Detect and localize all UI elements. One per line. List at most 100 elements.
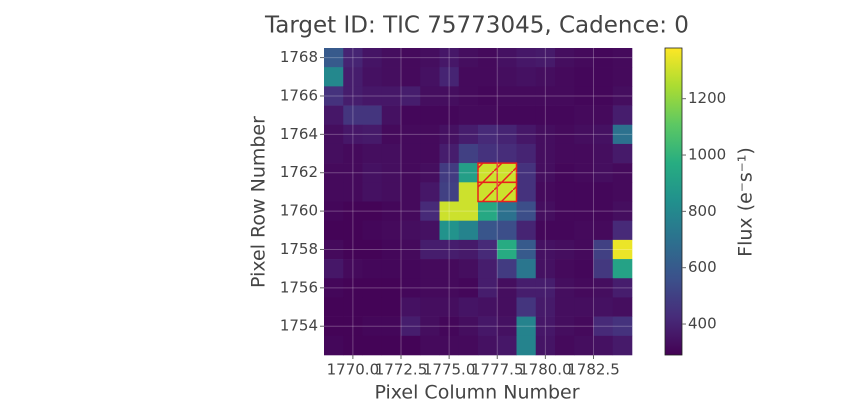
pixel-cell xyxy=(593,86,614,106)
pixel-cell xyxy=(497,297,517,317)
pixel-cell xyxy=(612,86,633,106)
pixel-cell xyxy=(439,201,460,221)
pixel-cell xyxy=(324,105,344,126)
pixel-cell xyxy=(516,67,537,87)
pixel-cell xyxy=(497,48,517,68)
pixel-cell xyxy=(362,259,383,279)
pixel-cell xyxy=(574,335,594,356)
pixel-cell xyxy=(439,48,460,68)
pixel-cell xyxy=(478,67,498,87)
pixel-cell xyxy=(593,259,614,279)
pixel-cell xyxy=(420,48,440,68)
y-tick-label: 1762 xyxy=(280,163,318,181)
pixel-cell xyxy=(535,335,556,356)
pixel-cell xyxy=(497,201,517,221)
pixel-cell xyxy=(535,48,556,68)
pixel-cell xyxy=(324,143,344,164)
pixel-cell xyxy=(458,67,479,87)
pixel-cell xyxy=(343,278,363,298)
pixel-cell xyxy=(478,143,498,164)
pixel-cell xyxy=(420,239,440,260)
pixel-cell xyxy=(420,316,440,337)
pixel-cell xyxy=(555,297,575,317)
pixel-cell xyxy=(497,86,517,106)
pixel-cell xyxy=(381,182,402,202)
aperture-pixel xyxy=(477,181,498,203)
pixel-cell xyxy=(324,163,344,183)
pixel-cell xyxy=(381,316,402,337)
pixel-cell xyxy=(593,239,614,260)
pixel-cell xyxy=(535,182,556,202)
pixel-cell xyxy=(362,316,383,337)
pixel-cell xyxy=(478,105,498,126)
pixel-cell xyxy=(593,67,614,87)
pixel-cell xyxy=(324,316,344,337)
pixel-cell xyxy=(612,48,633,68)
pixel-cell xyxy=(458,316,479,337)
pixel-cell xyxy=(612,239,633,260)
pixel-cell xyxy=(381,335,402,356)
pixel-cell xyxy=(555,182,575,202)
pixel-cell xyxy=(401,259,421,279)
pixel-cell xyxy=(439,163,460,183)
pixel-cell xyxy=(362,124,383,145)
pixel-cell xyxy=(362,335,383,356)
pixel-cell xyxy=(458,163,479,183)
pixel-cell xyxy=(401,201,421,221)
pixel-cell xyxy=(381,201,402,221)
pixel-cell xyxy=(420,163,440,183)
pixel-cell xyxy=(574,124,594,145)
pixel-cell xyxy=(574,48,594,68)
pixel-cell xyxy=(612,163,633,183)
y-tick-label: 1764 xyxy=(280,125,318,143)
pixel-cell xyxy=(381,259,402,279)
pixel-cell xyxy=(458,105,479,126)
pixel-cell xyxy=(324,86,344,106)
pixel-cell xyxy=(612,259,633,279)
y-tick-label: 1766 xyxy=(280,86,318,104)
pixel-cell xyxy=(420,220,440,241)
pixel-cell xyxy=(574,297,594,317)
colorbar-label: Flux (e⁻s⁻¹) xyxy=(735,147,757,257)
pixel-cell xyxy=(401,86,421,106)
pixel-cell xyxy=(497,124,517,145)
pixel-cell xyxy=(593,48,614,68)
pixel-cell xyxy=(574,239,594,260)
pixel-cell xyxy=(343,48,363,68)
pixel-cell xyxy=(612,316,633,337)
pixel-cell xyxy=(535,163,556,183)
y-tick-label: 1768 xyxy=(280,48,318,66)
pixel-cell xyxy=(343,316,363,337)
pixel-cell xyxy=(439,297,460,317)
y-tick-label: 1754 xyxy=(280,317,318,335)
pixel-cell xyxy=(458,220,479,241)
x-tick-label: 1775.0 xyxy=(423,361,476,379)
pixel-cell xyxy=(497,143,517,164)
pixel-cell xyxy=(420,182,440,202)
pixel-cell xyxy=(324,201,344,221)
pixel-cell xyxy=(478,201,498,221)
pixel-cell xyxy=(574,143,594,164)
pixel-cell xyxy=(439,220,460,241)
pixel-cell xyxy=(555,239,575,260)
pixel-cell xyxy=(574,259,594,279)
pixel-cell xyxy=(458,278,479,298)
pixel-cell xyxy=(401,105,421,126)
pixel-cell xyxy=(420,278,440,298)
colorbar-tick-label: 800 xyxy=(688,202,717,220)
pixel-cell xyxy=(343,124,363,145)
pixel-cell xyxy=(420,86,440,106)
pixel-cell xyxy=(362,220,383,241)
pixel-cell xyxy=(612,201,633,221)
pixel-cell xyxy=(497,239,517,260)
pixel-cell xyxy=(401,67,421,87)
colorbar-tick-label: 400 xyxy=(688,315,717,333)
pixel-cell xyxy=(516,163,537,183)
pixel-cell xyxy=(612,220,633,241)
pixel-cell xyxy=(401,124,421,145)
y-tick-label: 1760 xyxy=(280,202,318,220)
pixel-cell xyxy=(324,48,344,68)
pixel-cell xyxy=(324,259,344,279)
pixel-cell xyxy=(516,48,537,68)
